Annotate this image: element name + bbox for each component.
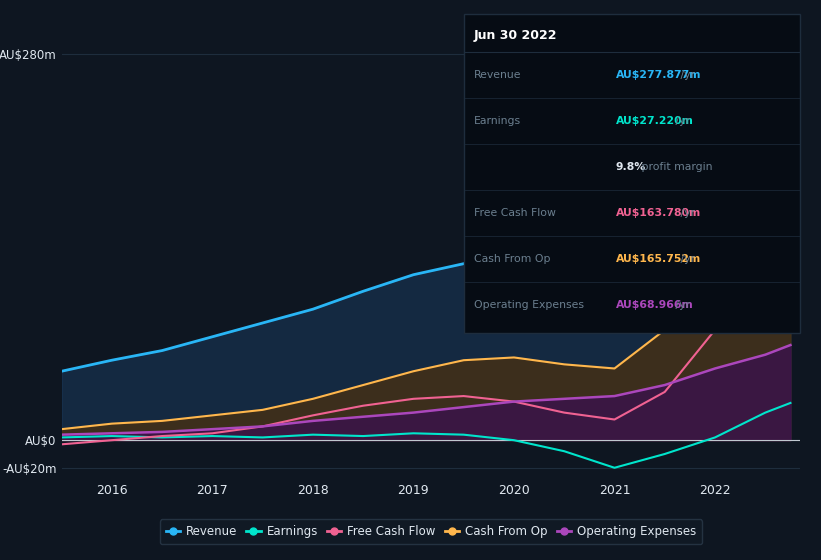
Text: /yr: /yr bbox=[672, 300, 690, 310]
Text: Earnings: Earnings bbox=[474, 116, 521, 126]
Text: profit margin: profit margin bbox=[638, 162, 713, 172]
Text: AU$68.966m: AU$68.966m bbox=[616, 300, 694, 310]
Text: Operating Expenses: Operating Expenses bbox=[474, 300, 584, 310]
Text: Free Cash Flow: Free Cash Flow bbox=[474, 208, 556, 218]
Text: /yr: /yr bbox=[672, 116, 690, 126]
Legend: Revenue, Earnings, Free Cash Flow, Cash From Op, Operating Expenses: Revenue, Earnings, Free Cash Flow, Cash … bbox=[159, 519, 703, 544]
Text: Jun 30 2022: Jun 30 2022 bbox=[474, 29, 557, 42]
Text: AU$27.220m: AU$27.220m bbox=[616, 116, 694, 126]
Text: /yr: /yr bbox=[677, 254, 695, 264]
Text: AU$165.752m: AU$165.752m bbox=[616, 254, 701, 264]
Text: 9.8%: 9.8% bbox=[616, 162, 646, 172]
Text: AU$163.780m: AU$163.780m bbox=[616, 208, 701, 218]
Text: /yr: /yr bbox=[677, 70, 695, 80]
Text: AU$277.877m: AU$277.877m bbox=[616, 70, 701, 80]
Text: Cash From Op: Cash From Op bbox=[474, 254, 550, 264]
Text: /yr: /yr bbox=[677, 208, 695, 218]
Text: Revenue: Revenue bbox=[474, 70, 521, 80]
